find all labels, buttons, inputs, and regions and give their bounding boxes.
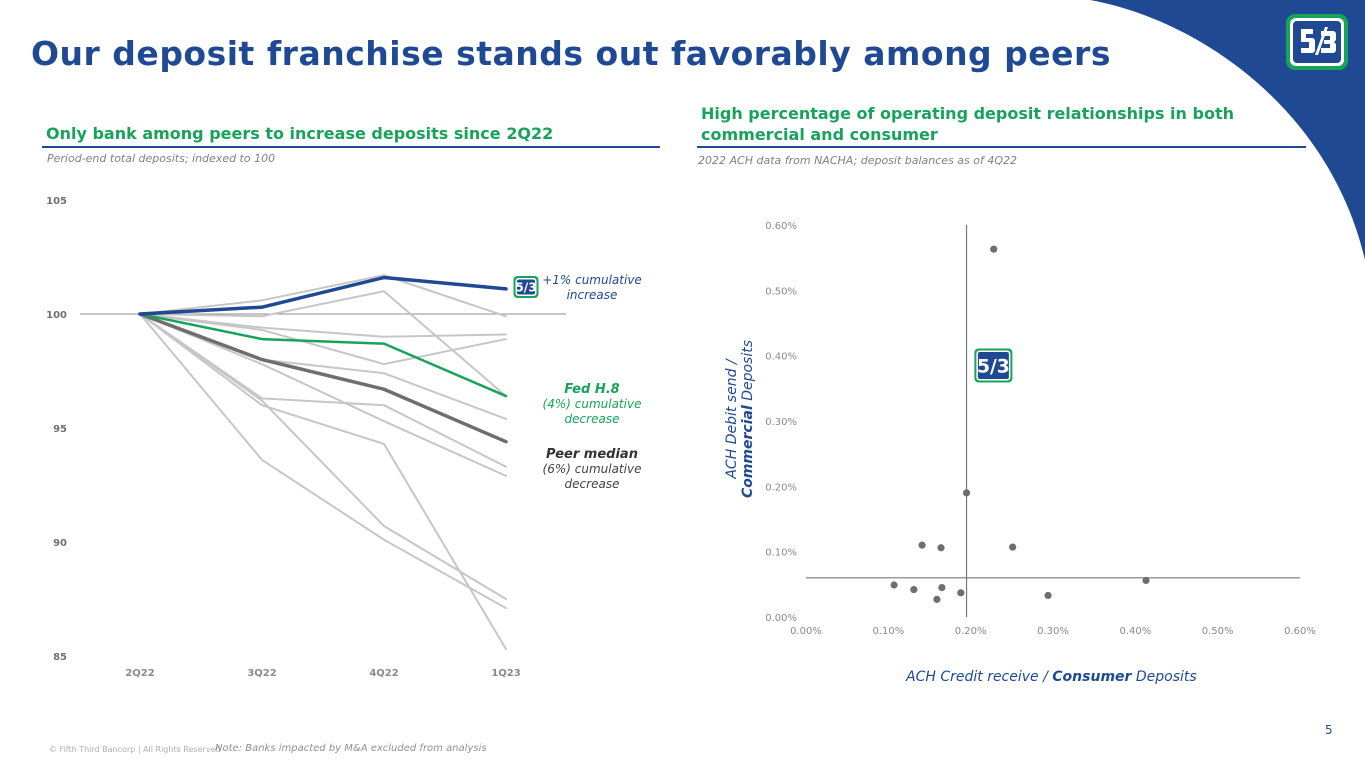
peer-series-line xyxy=(139,313,507,477)
scatter-point xyxy=(957,589,965,597)
scatter-point xyxy=(1142,576,1150,585)
line-y-tick-label: 105 xyxy=(46,196,67,207)
scatter-point xyxy=(933,595,941,603)
line-y-tick-label: 85 xyxy=(53,652,67,663)
scatter-point xyxy=(1044,591,1052,600)
scatter-point xyxy=(918,541,926,549)
line-x-tick-label: 3Q22 xyxy=(247,668,276,679)
scatter-y-tick-label: 0.30% xyxy=(765,417,797,428)
scatter-y-axis-title: ACH Debit send / Commercial Deposits xyxy=(724,299,756,539)
fifth-third-mini-logo: 5/3 xyxy=(513,276,539,298)
median-series-line xyxy=(138,312,508,444)
fifth-third-series-line xyxy=(138,275,508,316)
peer-series-line xyxy=(139,274,507,318)
right-section-subtitle: 2022 ACH data from NACHA; deposit balanc… xyxy=(698,154,1018,167)
y-title-line1: ACH Debit send / xyxy=(724,359,740,479)
x-title-suffix: Deposits xyxy=(1131,669,1197,685)
scatter-point xyxy=(890,581,898,589)
page-title: Our deposit franchise stands out favorab… xyxy=(31,34,1111,73)
scatter-y-tick-label: 0.10% xyxy=(765,548,797,559)
footer-copyright: © Fifth Third Bancorp | All Rights Reser… xyxy=(49,745,221,754)
fed-annotation-text: (4%) cumulative decrease xyxy=(542,397,642,426)
right-section-title: High percentage of operating deposit rel… xyxy=(701,104,1234,144)
line-x-tick-label: 1Q23 xyxy=(491,668,520,679)
scatter-point xyxy=(1009,543,1017,551)
scatter-x-tick-label: 0.10% xyxy=(872,626,904,637)
scatter-point xyxy=(910,585,918,594)
scatter-x-axis-title: ACH Credit receive / Consumer Deposits xyxy=(906,669,1197,685)
fifth-third-annotation: +1% cumulative increase xyxy=(542,273,642,302)
svg-text:5/3: 5/3 xyxy=(977,356,1010,377)
scatter-point xyxy=(938,584,946,592)
y-title-suffix: Deposits xyxy=(740,339,756,406)
line-y-tick-label: 90 xyxy=(53,538,67,549)
left-section-title: Only bank among peers to increase deposi… xyxy=(46,124,554,143)
peer-annotation-title: Peer median xyxy=(546,447,638,462)
right-section-divider xyxy=(697,146,1306,148)
scatter-x-tick-label: 0.40% xyxy=(1119,626,1151,637)
scatter-x-tick-label: 0.60% xyxy=(1284,626,1316,637)
line-x-tick-label: 2Q22 xyxy=(125,668,154,679)
svg-text:5/3: 5/3 xyxy=(515,280,536,294)
scatter-chart: 0.00% 0.10% 0.20% 0.30% 0.40% 0.50% 0.60% 0.00%… xyxy=(765,221,1316,637)
scatter-y-tick-label: 0.20% xyxy=(765,482,797,493)
scatter-x-tick-label: 0.20% xyxy=(955,626,987,637)
fifth-third-logo xyxy=(1286,14,1348,70)
line-y-tick-label: 100 xyxy=(46,310,67,321)
scatter-y-tick-label: 0.40% xyxy=(765,352,797,363)
scatter-point xyxy=(962,489,971,497)
scatter-x-tick-label: 0.50% xyxy=(1202,626,1234,637)
scatter-y-tick-label: 0.00% xyxy=(765,613,797,624)
fed-series-line xyxy=(138,312,508,398)
fed-annotation-title: Fed H.8 xyxy=(564,382,620,397)
scatter-x-tick-label: 0.00% xyxy=(790,626,822,637)
fifth-third-scatter-logo: 5/3 xyxy=(974,348,1013,383)
peer-annotation: Peer median (6%) cumulative decrease xyxy=(537,447,647,492)
scatter-y-tick-label: 0.60% xyxy=(765,221,797,232)
peer-series-line xyxy=(139,313,507,651)
page-number: 5 xyxy=(1325,723,1333,737)
peer-series-line xyxy=(139,313,507,600)
line-y-tick-label: 95 xyxy=(53,424,67,435)
peer-series-line xyxy=(139,290,507,398)
left-section-divider xyxy=(42,146,660,148)
x-title-prefix: ACH Credit receive / xyxy=(906,669,1053,685)
left-section-subtitle: Period-end total deposits; indexed to 10… xyxy=(47,152,276,165)
peer-series-line xyxy=(139,313,507,338)
x-title-bold: Consumer xyxy=(1052,669,1132,685)
line-x-tick-label: 4Q22 xyxy=(369,668,398,679)
footer-note: Note: Banks impacted by M&A excluded fro… xyxy=(215,743,487,754)
peer-series-line xyxy=(139,313,507,366)
scatter-y-tick-label: 0.50% xyxy=(765,286,797,297)
peer-series-line xyxy=(139,313,507,420)
scatter-point xyxy=(937,544,945,552)
peer-series-line xyxy=(139,313,507,610)
scatter-x-tick-label: 0.30% xyxy=(1037,626,1069,637)
scatter-point xyxy=(990,245,998,253)
fed-annotation: Fed H.8 (4%) cumulative decrease xyxy=(537,382,647,427)
peer-annotation-text: (6%) cumulative decrease xyxy=(542,462,642,491)
y-title-bold: Commercial xyxy=(740,405,756,499)
line-chart: 85 90 95 100 105 2Q22 3Q22 4Q22 1Q23 5/3 xyxy=(46,196,566,679)
